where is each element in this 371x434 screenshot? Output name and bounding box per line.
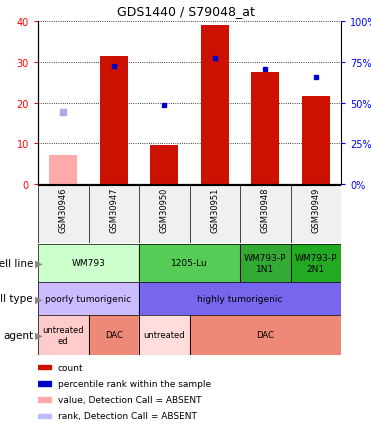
Text: value, Detection Call = ABSENT: value, Detection Call = ABSENT bbox=[58, 395, 201, 404]
Bar bbox=[290, 186, 341, 243]
Text: DAC: DAC bbox=[256, 331, 274, 340]
Bar bbox=[89, 315, 139, 355]
Bar bbox=[190, 315, 341, 355]
Bar bbox=[89, 186, 139, 243]
Text: GSM30950: GSM30950 bbox=[160, 187, 169, 233]
Bar bbox=[240, 244, 290, 283]
Bar bbox=[139, 186, 190, 243]
Bar bbox=[290, 244, 341, 283]
Bar bbox=[38, 244, 139, 283]
Text: WM793-P
2N1: WM793-P 2N1 bbox=[295, 254, 337, 273]
Bar bbox=[38, 315, 89, 355]
Text: rank, Detection Call = ABSENT: rank, Detection Call = ABSENT bbox=[58, 411, 197, 421]
Bar bbox=[38, 365, 51, 369]
Bar bbox=[302, 97, 330, 184]
Bar bbox=[38, 283, 139, 315]
Text: DAC: DAC bbox=[105, 331, 123, 340]
Bar bbox=[38, 398, 51, 402]
Bar bbox=[38, 315, 89, 355]
Bar bbox=[139, 244, 240, 283]
Text: poorly tumorigenic: poorly tumorigenic bbox=[45, 294, 132, 303]
Text: untreated: untreated bbox=[144, 331, 185, 340]
Bar bbox=[150, 146, 178, 184]
Bar bbox=[139, 315, 190, 355]
Bar bbox=[240, 244, 290, 283]
Bar bbox=[252, 73, 279, 184]
Text: 1205-Lu: 1205-Lu bbox=[171, 259, 208, 268]
Text: WM793-P
1N1: WM793-P 1N1 bbox=[244, 254, 286, 273]
Bar bbox=[139, 283, 341, 315]
Bar bbox=[38, 381, 51, 386]
Text: cell line: cell line bbox=[0, 258, 33, 268]
Bar bbox=[89, 315, 139, 355]
Bar bbox=[49, 156, 77, 184]
Text: ▶: ▶ bbox=[35, 330, 42, 340]
Bar bbox=[38, 186, 89, 243]
Bar bbox=[38, 244, 139, 283]
Text: GDS1440 / S79048_at: GDS1440 / S79048_at bbox=[116, 6, 255, 19]
Bar bbox=[190, 186, 240, 243]
Text: GSM30947: GSM30947 bbox=[109, 187, 118, 233]
Bar bbox=[190, 315, 341, 355]
Text: GSM30946: GSM30946 bbox=[59, 187, 68, 233]
Bar bbox=[201, 26, 229, 184]
Bar bbox=[38, 283, 139, 315]
Bar bbox=[100, 56, 128, 184]
Text: GSM30951: GSM30951 bbox=[210, 187, 219, 233]
Text: highly tumorigenic: highly tumorigenic bbox=[197, 294, 283, 303]
Text: ▶: ▶ bbox=[35, 294, 42, 304]
Text: cell type: cell type bbox=[0, 294, 33, 304]
Bar bbox=[38, 414, 51, 418]
Bar bbox=[139, 315, 190, 355]
Text: percentile rank within the sample: percentile rank within the sample bbox=[58, 379, 211, 388]
Text: count: count bbox=[58, 363, 83, 372]
Text: WM793: WM793 bbox=[72, 259, 105, 268]
Text: untreated
ed: untreated ed bbox=[42, 326, 84, 345]
Text: GSM30949: GSM30949 bbox=[311, 187, 320, 233]
Text: ▶: ▶ bbox=[35, 258, 42, 268]
Bar bbox=[290, 244, 341, 283]
Text: GSM30948: GSM30948 bbox=[261, 187, 270, 233]
Bar bbox=[139, 244, 240, 283]
Text: agent: agent bbox=[3, 330, 33, 340]
Bar bbox=[139, 283, 341, 315]
Bar bbox=[240, 186, 290, 243]
